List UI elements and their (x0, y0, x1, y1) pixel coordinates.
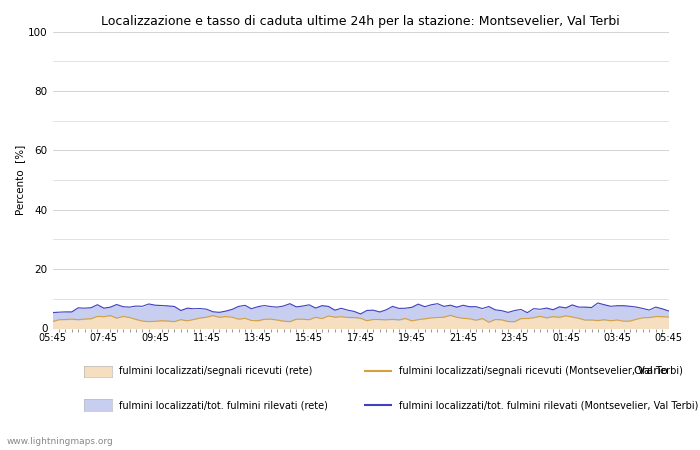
Text: fulmini localizzati/segnali ricevuti (Montsevelier, Val Terbi): fulmini localizzati/segnali ricevuti (Mo… (399, 366, 683, 376)
Text: Orario: Orario (634, 366, 668, 376)
Text: fulmini localizzati/segnali ricevuti (rete): fulmini localizzati/segnali ricevuti (re… (119, 366, 312, 376)
Title: Localizzazione e tasso di caduta ultime 24h per la stazione: Montsevelier, Val T: Localizzazione e tasso di caduta ultime … (101, 14, 620, 27)
Text: www.lightningmaps.org: www.lightningmaps.org (7, 436, 113, 446)
Text: fulmini localizzati/tot. fulmini rilevati (Montsevelier, Val Terbi): fulmini localizzati/tot. fulmini rilevat… (399, 400, 699, 410)
Text: fulmini localizzati/tot. fulmini rilevati (rete): fulmini localizzati/tot. fulmini rilevat… (119, 400, 328, 410)
Y-axis label: Percento  [%]: Percento [%] (15, 145, 25, 215)
